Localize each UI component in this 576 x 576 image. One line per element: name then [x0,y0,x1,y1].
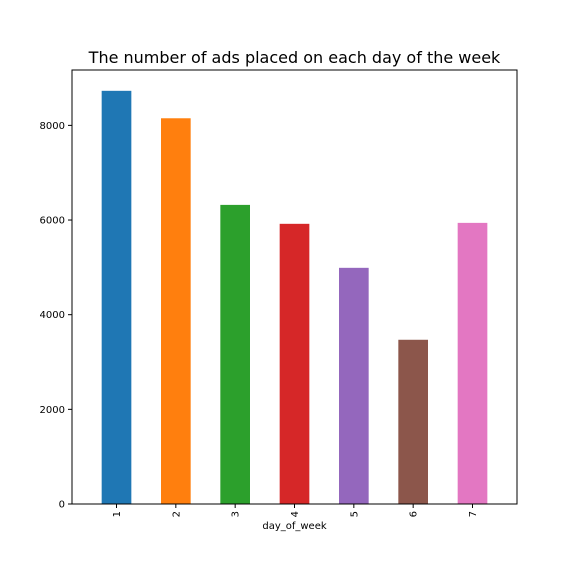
y-tick-label: 8000 [40,121,65,132]
y-tick-label: 6000 [40,216,65,227]
x-tick-label: 1 [112,511,123,517]
bar-day-1 [101,90,132,504]
x-tick-label: 3 [231,511,242,517]
bar-day-6 [398,339,428,504]
y-axis: 0 2000 4000 6000 8000 [40,121,72,511]
bar-day-2 [161,118,191,505]
x-axis: 1 2 3 4 5 6 7 [112,504,479,517]
x-tick-label: 4 [290,511,301,517]
y-tick-label: 2000 [40,405,65,416]
x-tick-label: 5 [349,511,360,517]
bar-day-4 [279,223,310,504]
x-axis-label: day_of_week [262,521,327,532]
x-tick-label: 2 [171,511,182,517]
x-tick-label: 7 [468,511,479,517]
y-tick-label: 0 [59,500,65,511]
plot-frame [71,69,518,505]
bar-day-3 [220,204,250,504]
y-tick-label: 4000 [40,310,65,321]
bar-day-7 [457,222,488,504]
chart-title: The number of ads placed on each day of … [88,48,501,67]
bar-day-5 [339,267,369,504]
bars-group [101,90,488,505]
x-tick-label: 6 [409,511,420,517]
